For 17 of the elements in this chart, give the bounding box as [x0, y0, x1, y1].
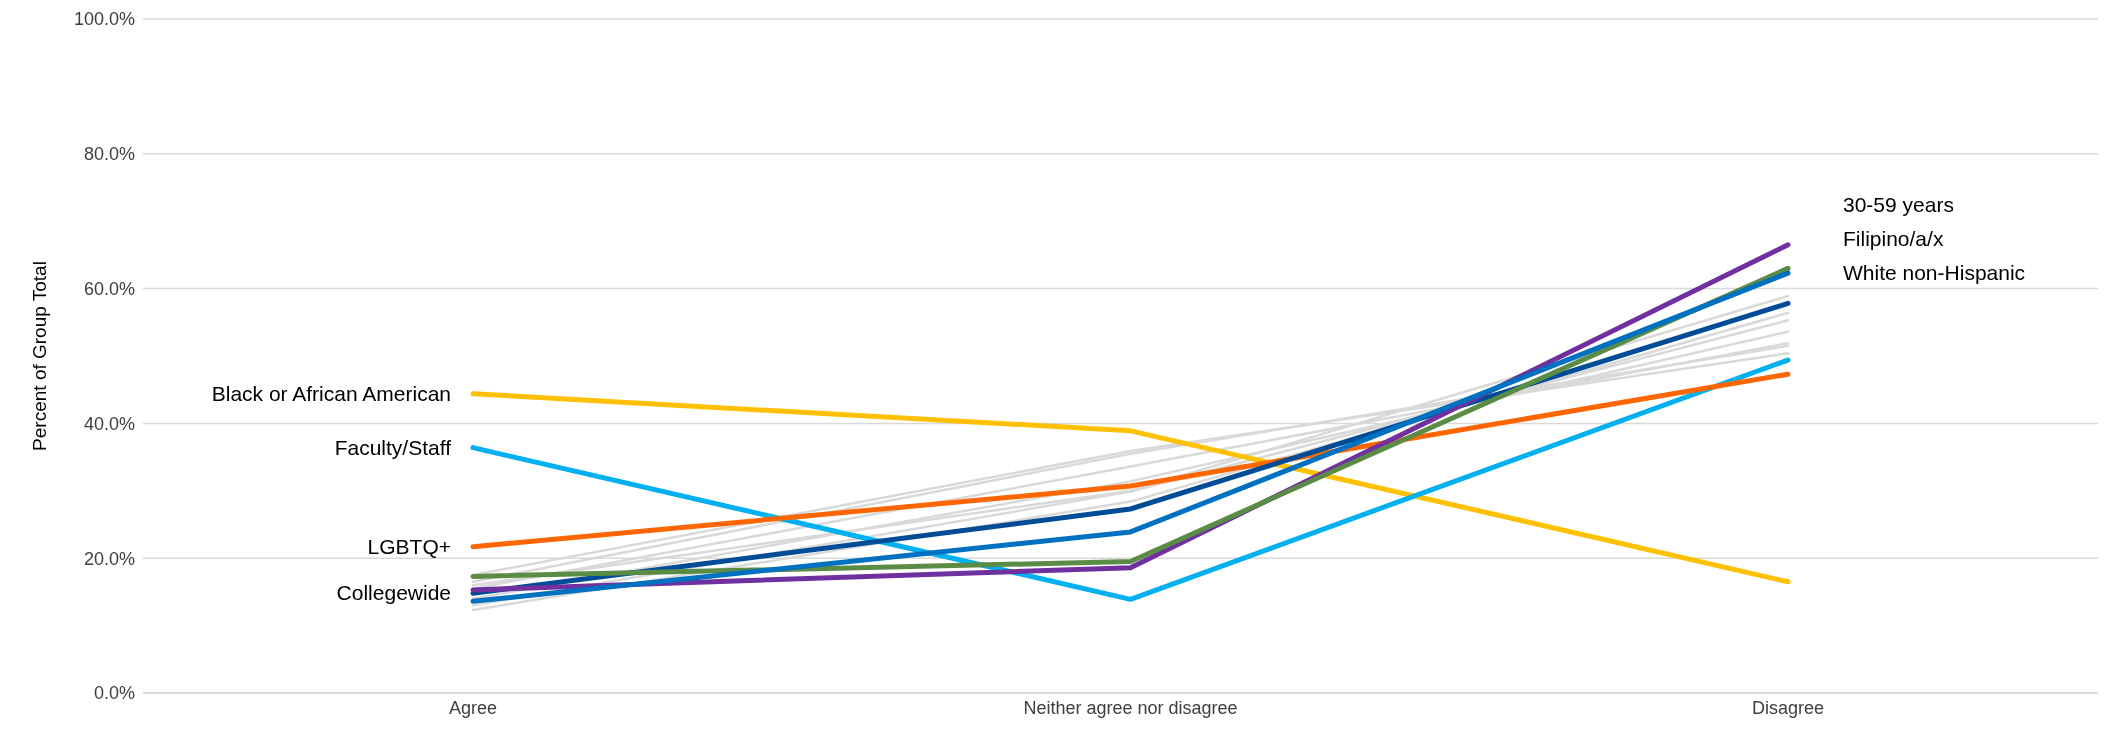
series-label: LGBTQ+	[367, 534, 451, 558]
y-tick-label: 80.0%	[83, 144, 135, 165]
y-axis-title: Percent of Group Total	[28, 261, 50, 451]
series-label: Faculty/Staff	[334, 435, 452, 459]
y-tick-label: 20.0%	[83, 548, 135, 569]
series-label: Collegewide	[336, 581, 451, 605]
y-tick-label: 40.0%	[83, 413, 135, 434]
y-tick-label: 60.0%	[83, 278, 135, 299]
x-tick-label: Neither agree nor disagree	[1023, 697, 1238, 718]
text: Filipino/a/x	[1843, 227, 1944, 251]
text: White non-Hispanic	[1843, 261, 2026, 285]
text: 30-59 years	[1843, 193, 1954, 217]
y-tick-label: 0.0%	[93, 683, 135, 704]
y-tick-label: 100.0%	[73, 9, 135, 30]
series-label: Black or African American	[211, 381, 451, 405]
x-tick-label: Agree	[448, 697, 498, 718]
x-tick-label: Disagree	[1751, 697, 1825, 718]
